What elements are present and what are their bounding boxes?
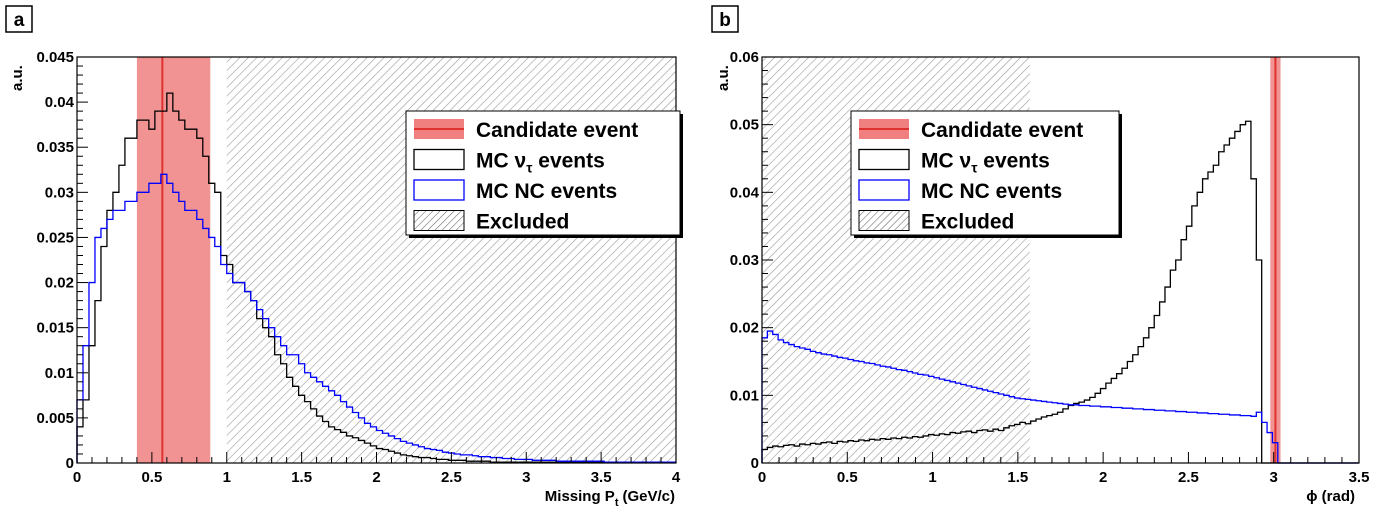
y-axis-label: a.u. xyxy=(715,65,732,91)
legend-label-candidate: Candidate event xyxy=(476,119,638,142)
y-tick-label: 0.02 xyxy=(45,275,74,292)
legend-swatch-mc-nc xyxy=(413,179,465,201)
x-tick-label: 0.5 xyxy=(837,469,858,486)
legend-label-nutau-sub: τ xyxy=(526,160,533,176)
x-tick-label: 0 xyxy=(758,469,766,486)
y-tick-label: 0.01 xyxy=(45,365,74,382)
y-tick-label: 0.045 xyxy=(36,49,74,66)
legend-label-excluded: Excluded xyxy=(921,211,1014,234)
panel-label: b xyxy=(719,10,731,31)
x-tick-label: 0 xyxy=(73,469,81,486)
histogram-mc-nc xyxy=(761,330,1359,464)
x-tick-label: 3.5 xyxy=(591,469,612,486)
x-axis-label: ϕ (rad) xyxy=(1306,488,1355,505)
legend-label-mc-nutau: MC ντ events xyxy=(476,150,605,176)
y-tick-label: 0.035 xyxy=(36,139,74,156)
panel-a: 0 0.5 1 1.5 2 2.5 3 3.5 4 0 0.005 0.01 0.015 0.02 0.02… xyxy=(5,5,683,506)
x-axis-label-sub: t xyxy=(615,497,619,506)
y-tick-label: 0 xyxy=(751,455,759,472)
panel-label-box xyxy=(5,5,33,33)
x-tick-label: 2 xyxy=(1099,469,1107,486)
y-tick-label: 0.05 xyxy=(730,117,759,134)
x-tick-label: 1 xyxy=(223,469,231,486)
legend-swatch-mc-nc xyxy=(858,179,910,201)
x-tick-label: 2 xyxy=(372,469,380,486)
y-tick-label: 0.01 xyxy=(730,387,759,404)
legend-label-nutau-post: events xyxy=(532,150,604,173)
legend-label-nutau-pre: MC ν xyxy=(476,150,526,173)
x-tick-label: 0.5 xyxy=(141,469,162,486)
panel-label-box xyxy=(711,5,739,33)
x-tick-label: 1.5 xyxy=(291,469,312,486)
histogram-mc-nc xyxy=(76,173,676,463)
panel-b: 0 0.5 1 1.5 2 2.5 3 3.5 0 0.01 0.02 0.03 0.04 0.05 0.0… xyxy=(711,5,1370,505)
x-tick-label: 3.5 xyxy=(1349,469,1370,486)
x-axis-label-unit: (GeV/c) xyxy=(622,488,675,505)
x-tick-label: 3 xyxy=(522,469,530,486)
y-tick-label: 0.02 xyxy=(730,320,759,337)
legend-label-mc-nc: MC NC events xyxy=(921,180,1062,203)
x-tick-label: 2.5 xyxy=(441,469,462,486)
x-axis-label-main: Missing P xyxy=(545,488,615,505)
legend-label-nutau-pre: MC ν xyxy=(921,150,971,173)
legend: Candidate event MC ντ events MC NC events E… xyxy=(405,110,683,238)
legend-label-mc-nc: MC NC events xyxy=(476,180,617,203)
y-axis-label: a.u. xyxy=(9,65,26,91)
y-tick-label: 0.03 xyxy=(45,184,74,201)
x-tick-label: 2.5 xyxy=(1178,469,1199,486)
legend-label-excluded: Excluded xyxy=(476,211,569,234)
legend: Candidate event MC ντ events MC NC events E… xyxy=(850,110,1122,238)
y-tick-label: 0.06 xyxy=(730,49,759,66)
legend-label-mc-nutau: MC ντ events xyxy=(921,150,1050,176)
legend-swatch-mc-nutau xyxy=(858,148,910,171)
legend-label-nutau-sub: τ xyxy=(971,160,978,176)
x-tick-label: 3 xyxy=(1270,469,1278,486)
y-tick-label: 0.025 xyxy=(36,229,74,246)
x-axis-label: Missing Pt (GeV/c) xyxy=(545,488,675,506)
y-tick-label: 0.015 xyxy=(36,320,74,337)
x-tick-label: 1.5 xyxy=(1007,469,1028,486)
legend-swatch-excluded xyxy=(858,210,910,231)
x-tick-label: 4 xyxy=(672,469,681,486)
legend-swatch-excluded xyxy=(413,210,465,231)
histogram-mc-nutau xyxy=(761,120,1359,464)
y-tick-label: 0.005 xyxy=(36,410,74,427)
legend-label-candidate: Candidate event xyxy=(921,119,1083,142)
y-tick-label: 0 xyxy=(66,455,74,472)
y-tick-label: 0.04 xyxy=(730,184,760,201)
panel-label: a xyxy=(14,10,25,31)
y-tick-label: 0.04 xyxy=(45,94,75,111)
x-tick-label: 1 xyxy=(928,469,936,486)
candidate-band xyxy=(136,57,211,463)
legend-label-nutau-post: events xyxy=(977,150,1049,173)
legend-swatch-mc-nutau xyxy=(413,148,465,171)
y-tick-label: 0.03 xyxy=(730,252,759,269)
histogram-mc-nutau xyxy=(76,92,676,463)
